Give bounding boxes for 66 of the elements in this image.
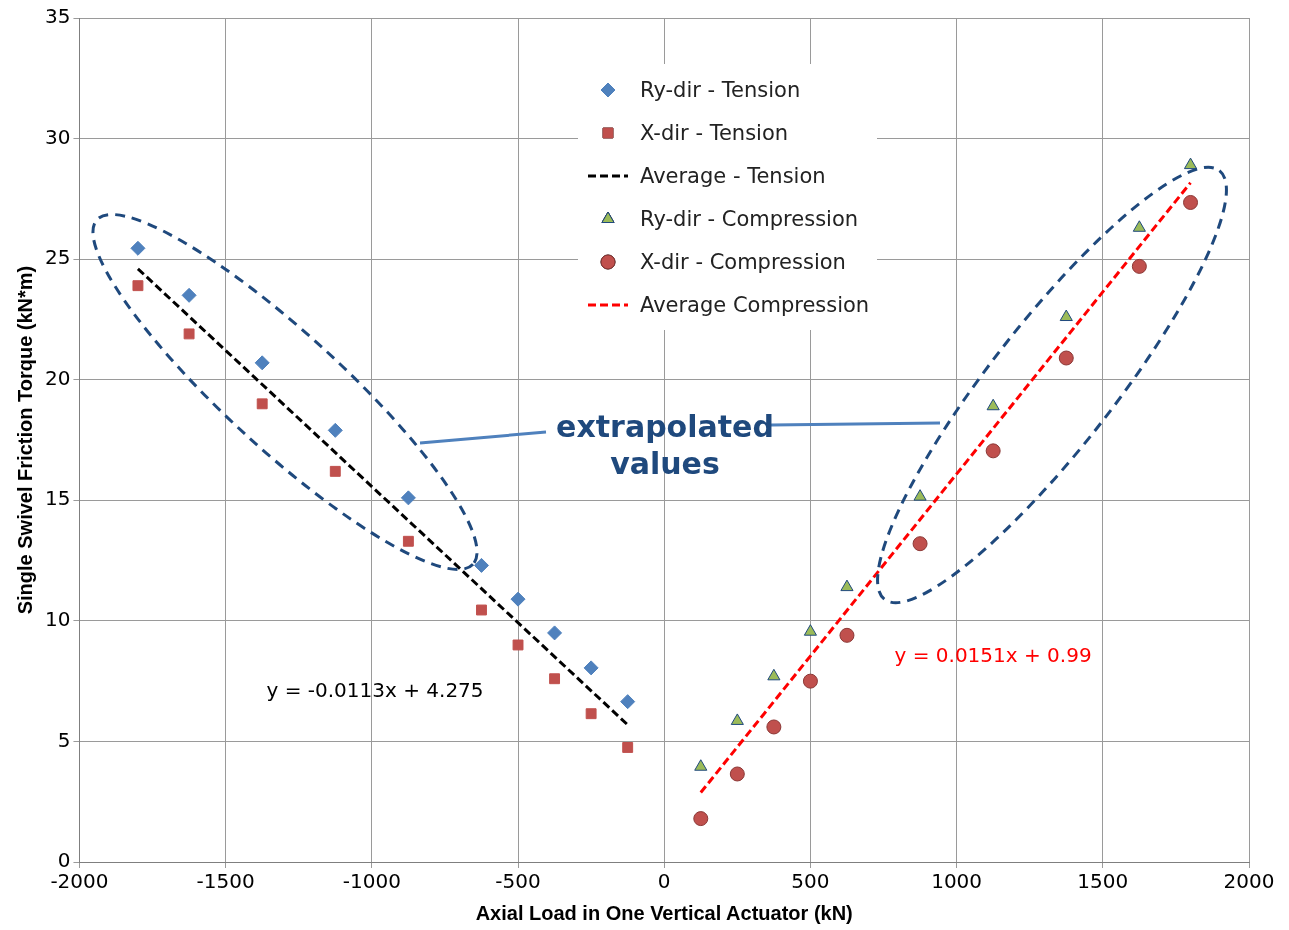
y-tick-label: 30 [45,124,71,149]
point [510,591,526,607]
y-tick-label: 10 [45,607,71,632]
legend-label: Ry-dir - Tension [640,77,801,102]
y-tick-label: 15 [45,486,71,511]
point [181,287,197,303]
legend-label: X-dir - Tension [640,120,789,145]
x-tick-label: -1000 [342,869,401,894]
annotation: y = -0.0113x + 4.275 [266,678,484,702]
y-tick-label: 25 [45,245,71,270]
annotation: y = 0.0151x + 0.99 [894,643,1092,667]
point [839,627,855,643]
y-tick-label: 35 [45,4,71,29]
point [912,536,928,552]
x-tick-label: 0 [657,869,671,894]
point [803,624,817,636]
point [1183,194,1199,210]
x-tick-label: -1500 [196,869,255,894]
point [183,328,195,340]
point [730,713,744,725]
point [329,465,341,477]
point [1131,258,1147,274]
legend-label: Average Compression [640,292,870,317]
point [1183,157,1198,170]
point [766,719,782,735]
legend-label: X-dir - Compression [640,249,846,274]
point [547,625,563,641]
point [585,708,597,720]
point [1059,309,1073,322]
x-axis-title: Axial Load in One Vertical Actuator (kN) [475,901,853,924]
point [1058,350,1074,366]
point [130,240,146,256]
y-tick-label: 5 [57,727,71,752]
x-tick-label: 500 [791,869,830,894]
point [549,673,561,685]
point [767,668,781,681]
point [402,535,414,547]
x-tick-label: 1000 [931,869,983,894]
point [693,811,709,827]
point [985,443,1001,459]
x-tick-label: -500 [495,869,541,894]
annotation: extrapolated values [555,407,775,483]
point [400,490,416,506]
x-tick-label: 1500 [1077,869,1129,894]
point [512,639,524,651]
legend-label: Ry-dir - Compression [640,206,859,231]
point [583,660,599,676]
point [476,604,487,616]
point [802,673,818,689]
point [254,355,270,371]
point [840,579,854,592]
point [620,694,636,710]
x-tick-label: 2000 [1223,869,1275,894]
y-tick-label: 20 [45,365,71,390]
point [986,398,1000,411]
point [694,759,708,771]
point [473,557,489,573]
point [132,280,144,292]
point [913,489,927,501]
point [327,422,343,438]
point [1132,220,1146,232]
point [729,766,745,782]
legend-label: Average - Tension [640,163,826,188]
y-axis-title: Single Swivel Friction Torque (kN*m) [13,265,36,615]
point [256,398,268,410]
point [622,742,634,753]
